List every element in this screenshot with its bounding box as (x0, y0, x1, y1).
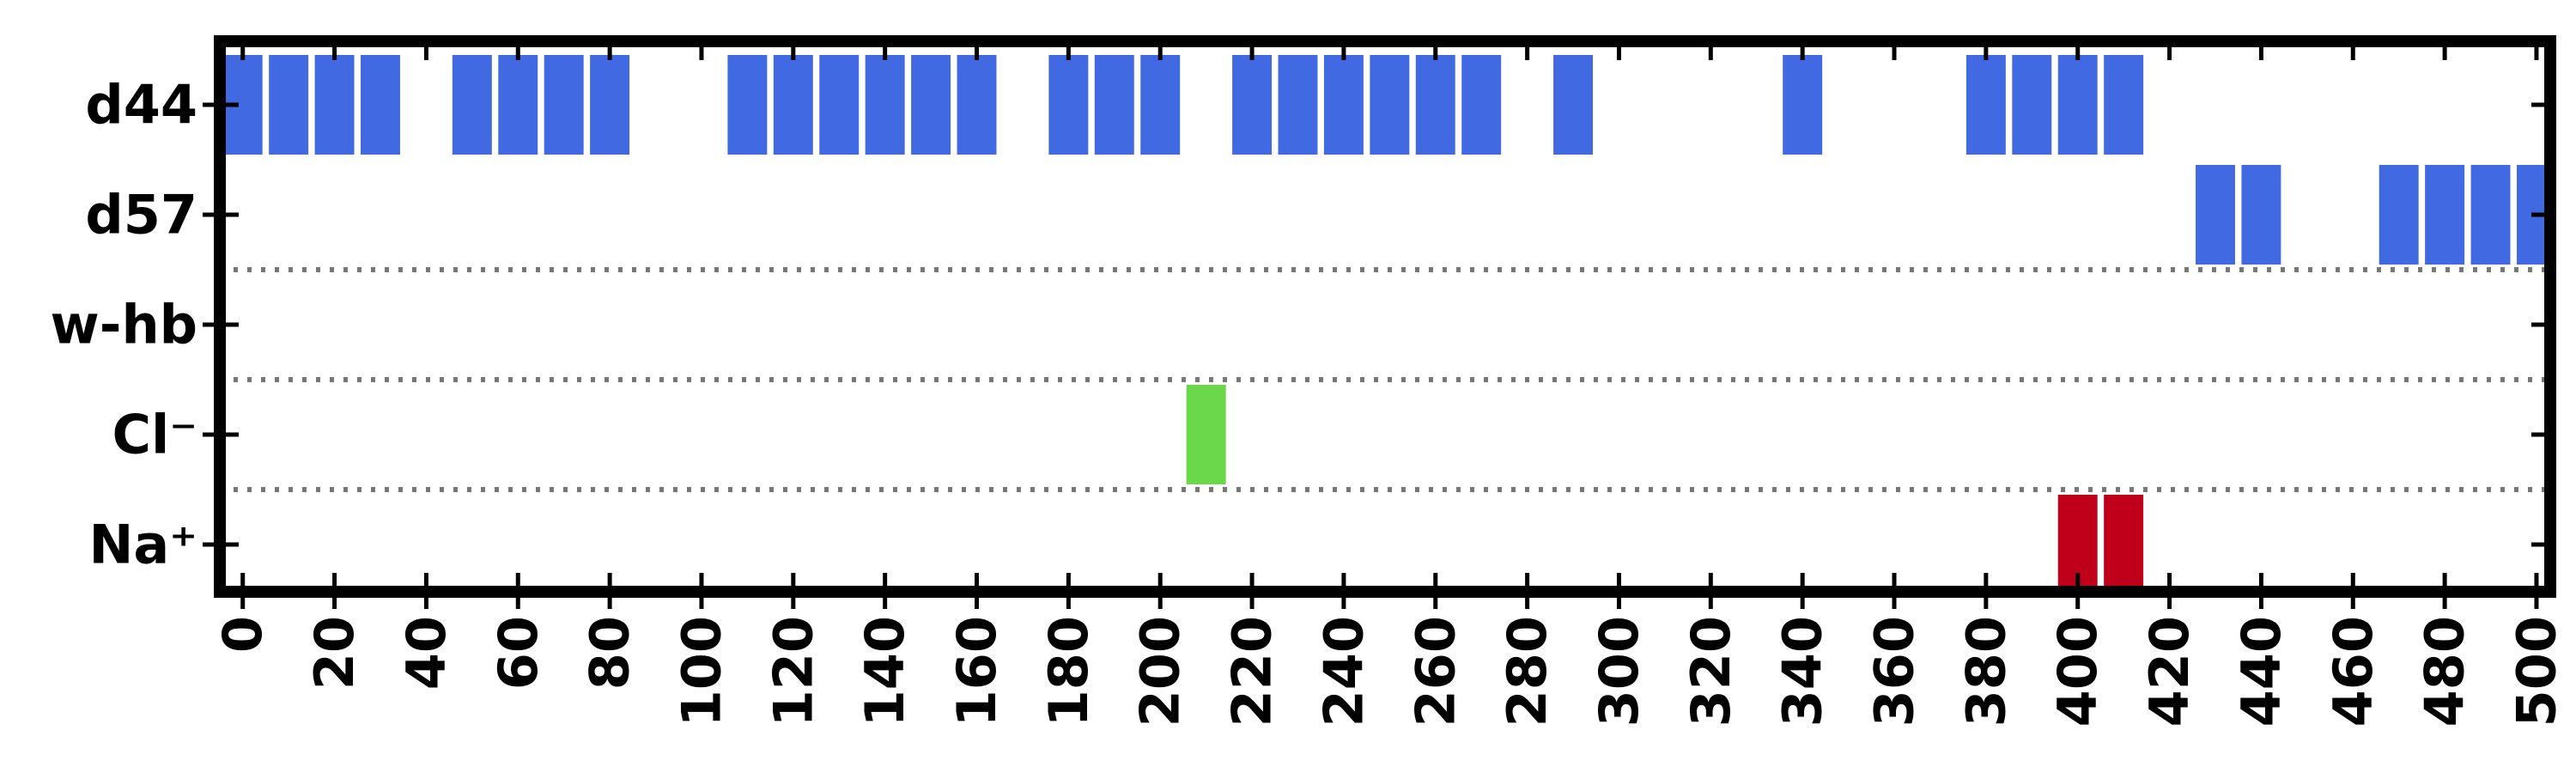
x-tick-label: 100 (670, 616, 732, 727)
event-bar (2379, 165, 2419, 265)
event-bar (911, 55, 951, 155)
y-tick-label: w-hb (50, 294, 197, 356)
event-bar (498, 55, 538, 155)
event-bar (1278, 55, 1318, 155)
x-tick-label: 20 (303, 616, 366, 690)
x-tick-label: 340 (1771, 616, 1834, 727)
event-bar (727, 55, 768, 155)
x-tick-label: 240 (1312, 616, 1375, 727)
event-bar (2425, 165, 2465, 265)
y-tick-label: d57 (85, 184, 197, 247)
x-tick-label: 480 (2414, 616, 2476, 727)
x-tick-label: 380 (1954, 616, 2017, 727)
x-tick-label: 500 (2505, 616, 2567, 727)
event-bar (1323, 55, 1364, 155)
event-bar (1370, 55, 1410, 155)
x-tick-label: 320 (1680, 616, 1742, 727)
x-tick-label: 140 (854, 616, 916, 727)
x-tick-label: 160 (945, 616, 1008, 727)
event-bar (2196, 165, 2235, 265)
event-bar (1461, 55, 1502, 155)
event-bar (1232, 55, 1273, 155)
x-tick-label: 300 (1588, 616, 1650, 727)
event-bar (1783, 55, 1823, 155)
x-tick-label: 400 (2046, 616, 2109, 727)
event-bar (1140, 55, 1181, 155)
event-bar (773, 55, 813, 155)
event-bar (590, 55, 630, 155)
x-tick-label: 440 (2230, 616, 2293, 727)
event-bar (2104, 55, 2144, 155)
event-bar (1094, 55, 1134, 155)
y-tick-label: Na⁺ (89, 514, 197, 576)
event-bar (1415, 55, 1455, 155)
x-tick-label: 40 (395, 616, 458, 690)
x-tick-label: 60 (487, 616, 550, 690)
event-bar (1965, 55, 2006, 155)
x-tick-label: 360 (1863, 616, 1926, 727)
event-bar (2057, 55, 2098, 155)
x-tick-label: 280 (1496, 616, 1558, 727)
event-bar (865, 55, 905, 155)
event-bar (2470, 165, 2511, 265)
event-bar (544, 55, 584, 155)
x-tick-label: 180 (1037, 616, 1100, 727)
event-bar (361, 55, 400, 155)
x-tick-label: 200 (1129, 616, 1192, 727)
event-bar (2241, 165, 2281, 265)
event-bar (957, 55, 997, 155)
event-bar (314, 55, 355, 155)
event-bar (1048, 55, 1089, 155)
x-tick-label: 460 (2322, 616, 2385, 727)
x-tick-label: 80 (579, 616, 641, 690)
event-bar (1186, 385, 1226, 484)
x-tick-label: 220 (1221, 616, 1284, 727)
event-bar (2104, 495, 2144, 594)
x-tick-label: 420 (2138, 616, 2201, 727)
y-tick-label: d44 (85, 74, 197, 137)
x-tick-label: 0 (211, 616, 274, 653)
event-bar (269, 55, 309, 155)
event-bar (2012, 55, 2052, 155)
event-bar (819, 55, 860, 155)
event-bar (452, 55, 492, 155)
x-tick-label: 260 (1404, 616, 1467, 727)
y-tick-label: Cl⁻ (112, 404, 197, 466)
event-bar (1553, 55, 1594, 155)
plot-frame (214, 35, 2556, 598)
x-tick-label: 120 (762, 616, 824, 727)
